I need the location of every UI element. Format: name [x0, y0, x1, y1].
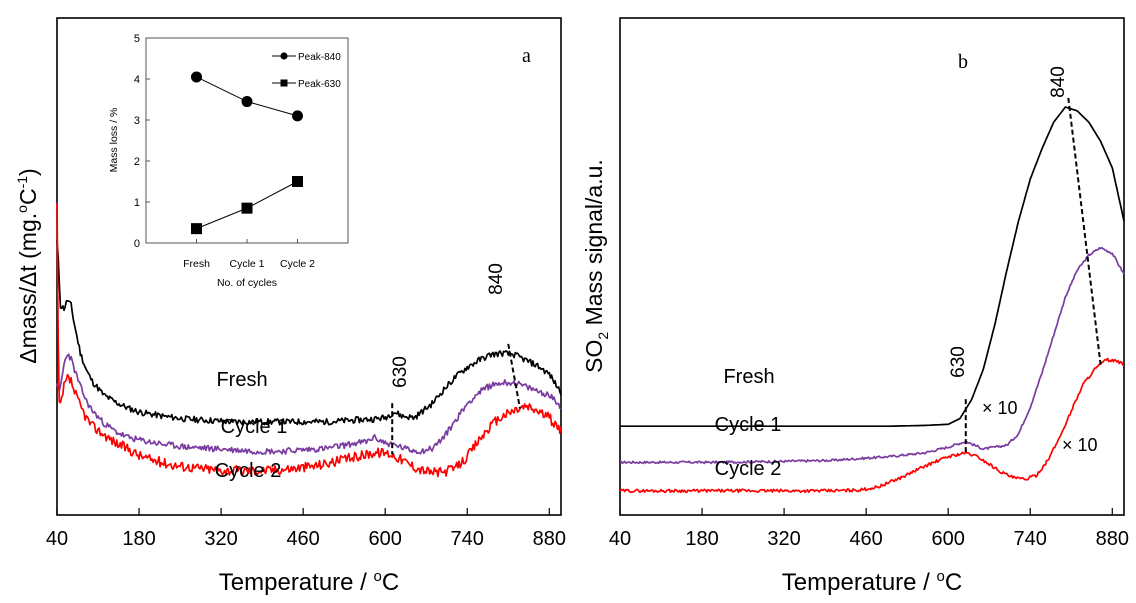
inset-point-peak-840-0 [191, 71, 202, 83]
panel-a-annotations [391, 343, 521, 455]
panel-b-series [619, 106, 1125, 494]
inset-point-peak-630-2 [292, 176, 303, 187]
panel-a-x-tick-label-600: 600 [368, 528, 401, 550]
panel-b-label-cycle2: Cycle 2 [715, 458, 782, 480]
panel-a-x-tick-label-180: 180 [122, 528, 155, 550]
panel-b-annotation-630: 630 [948, 346, 969, 378]
panel-b-corner-label: b [958, 51, 968, 73]
inset-y-tick-label-2: 2 [134, 156, 140, 168]
panel-b-dashed-line-840 [1067, 97, 1102, 365]
panel-b-series-fresh [620, 106, 1125, 428]
panel-a-label-fresh: Fresh [216, 369, 267, 391]
panel-a-label-cycle1: Cycle 1 [221, 416, 288, 438]
inset-ticks: 0 1 2 3 4 5 Fresh Cycle 1 Cycle 2 [134, 33, 315, 270]
inset-point-peak-840-1 [241, 96, 253, 108]
panel-a-series-cycle-2 [56, 202, 562, 478]
inset-x-tick-label-fresh: Fresh [183, 258, 210, 270]
panel-a-series-fresh [56, 240, 562, 426]
panel-a-x-tick-label-320: 320 [204, 528, 237, 550]
legend-label-peak-840: Peak-840 [298, 52, 341, 63]
legend-marker-peak-630 [280, 79, 288, 87]
panel-b-x-tick-label-180: 180 [685, 528, 718, 550]
panel-a-x-tick-label-40: 40 [46, 528, 68, 550]
panel-b-x-tick-label-740: 740 [1014, 528, 1047, 550]
panel-b-x-tick-label-460: 460 [849, 528, 882, 550]
inset-y-tick-label-3: 3 [134, 115, 140, 127]
panel-b-series-cycle-2 [619, 357, 1124, 494]
panel-b-x-tick-label-320: 320 [767, 528, 800, 550]
panel-b-annotation-x10-cycle1: × 10 [982, 398, 1018, 418]
panel-a-annotation-630: 630 [390, 356, 411, 388]
panel-b-y-axis-label: SO2 Mass signal/a.u. [581, 159, 611, 373]
panel-b-label-fresh: Fresh [723, 366, 774, 388]
panel-a: 40 180 320 460 600 740 880 Temperature / oC Δm… [14, 17, 566, 596]
inset-series [191, 71, 303, 235]
panel-b-x-tick-label-880: 880 [1096, 528, 1129, 550]
panel-a-y-axis-label: Δmass/Δt (mg.oC-1) [14, 168, 41, 363]
legend-label-peak-630: Peak-630 [298, 79, 341, 90]
panel-b: 40 180 320 460 600 740 880 Temperature / oC SO… [581, 17, 1129, 596]
panel-b-x-axis-label: Temperature / oC [782, 568, 962, 596]
panel-b-annotations [964, 97, 1102, 453]
panel-a-annotation-840: 840 [486, 263, 507, 295]
panel-b-frame [619, 17, 1125, 516]
legend-marker-peak-840 [280, 52, 288, 60]
panel-b-annotation-x10-cycle2: × 10 [1062, 435, 1098, 455]
inset-y-tick-label-5: 5 [134, 33, 140, 45]
panel-b-x-tick-label-600: 600 [931, 528, 964, 550]
panel-b-label-cycle1: Cycle 1 [715, 414, 782, 436]
panel-a-corner-label: a [522, 45, 531, 67]
panel-a-series-cycle-1 [56, 353, 562, 456]
panel-a-x-tick-label-740: 740 [451, 528, 484, 550]
inset-y-tick-label-4: 4 [134, 74, 140, 86]
inset-x-axis-label: No. of cycles [217, 277, 277, 289]
panel-b-annotation-840: 840 [1048, 66, 1069, 98]
panel-a-x-tick-label-460: 460 [286, 528, 319, 550]
panel-a-series [56, 202, 562, 478]
inset-x-tick-label-cycle-2: Cycle 2 [280, 258, 315, 270]
inset-y-tick-label-0: 0 [134, 238, 140, 250]
inset-x-tick-label-cycle-1: Cycle 1 [229, 258, 264, 270]
panel-b-x-ticks: 40 180 320 460 600 740 880 [609, 508, 1129, 550]
panel-a-x-tick-label-880: 880 [533, 528, 566, 550]
panel-a-x-axis-label: Temperature / oC [219, 568, 399, 596]
panel-a-label-cycle2: Cycle 2 [215, 460, 282, 482]
panel-b-series-cycle-1 [619, 246, 1125, 465]
inset-legend: Peak-840 Peak-630 [272, 52, 341, 90]
panel-b-x-tick-label-40: 40 [609, 528, 631, 550]
inset-y-tick-label-1: 1 [134, 197, 140, 209]
inset-point-peak-630-0 [191, 223, 202, 235]
inset-y-axis-label: Mass loss / % [108, 108, 120, 173]
panel-a-x-ticks: 40 180 320 460 600 740 880 [46, 508, 566, 550]
panel-a-dashed-line-840 [507, 343, 521, 409]
inset-point-peak-630-1 [241, 202, 253, 214]
inset-point-peak-840-2 [292, 110, 303, 122]
